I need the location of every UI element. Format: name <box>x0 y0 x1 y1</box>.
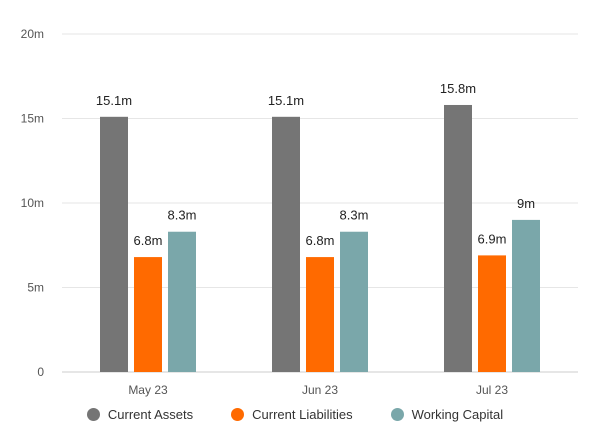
data-label: 6.9m <box>478 231 507 246</box>
bar-chart: 0 5m 10m 15m 20m 15.1m 6.8m 8.3m May 23 15.1m 6.8m… <box>21 27 578 397</box>
bar[interactable] <box>100 116 128 372</box>
y-tick-label: 10m <box>21 196 44 210</box>
legend-marker-icon <box>390 407 404 421</box>
bar[interactable] <box>272 116 300 372</box>
bar[interactable] <box>168 231 196 372</box>
y-tick-label: 0 <box>37 365 44 379</box>
bar[interactable] <box>340 231 368 372</box>
data-label: 6.8m <box>306 233 335 248</box>
legend-label: Current Liabilities <box>252 406 353 422</box>
legend-label: Current Assets <box>107 406 194 422</box>
data-label: 15.1m <box>268 93 304 108</box>
data-label: 8.3m <box>340 208 369 223</box>
legend-item[interactable]: Current Assets <box>86 406 194 422</box>
bar[interactable] <box>134 257 162 372</box>
bar[interactable] <box>512 219 540 372</box>
bar[interactable] <box>444 104 472 372</box>
y-tick-label: 15m <box>21 112 44 126</box>
x-tick-label: Jun 23 <box>302 383 338 397</box>
data-label: 15.1m <box>96 93 132 108</box>
bar[interactable] <box>306 257 334 372</box>
x-tick-label: Jul 23 <box>476 383 508 397</box>
data-label: 8.3m <box>168 208 197 223</box>
legend: Current Assets Current Liabilities Working… <box>0 400 590 428</box>
legend-item[interactable]: Current Liabilities <box>231 406 353 422</box>
bar[interactable] <box>478 255 506 372</box>
y-tick-label: 20m <box>21 27 44 41</box>
data-label: 15.8m <box>440 81 476 96</box>
legend-marker-icon <box>231 407 245 421</box>
legend-label: Working Capital <box>411 406 504 422</box>
data-label: 9m <box>517 196 535 211</box>
legend-marker-icon <box>86 407 100 421</box>
x-tick-label: May 23 <box>128 383 168 397</box>
data-label: 6.8m <box>134 233 163 248</box>
y-tick-label: 5m <box>27 281 44 295</box>
legend-item[interactable]: Working Capital <box>390 406 504 422</box>
